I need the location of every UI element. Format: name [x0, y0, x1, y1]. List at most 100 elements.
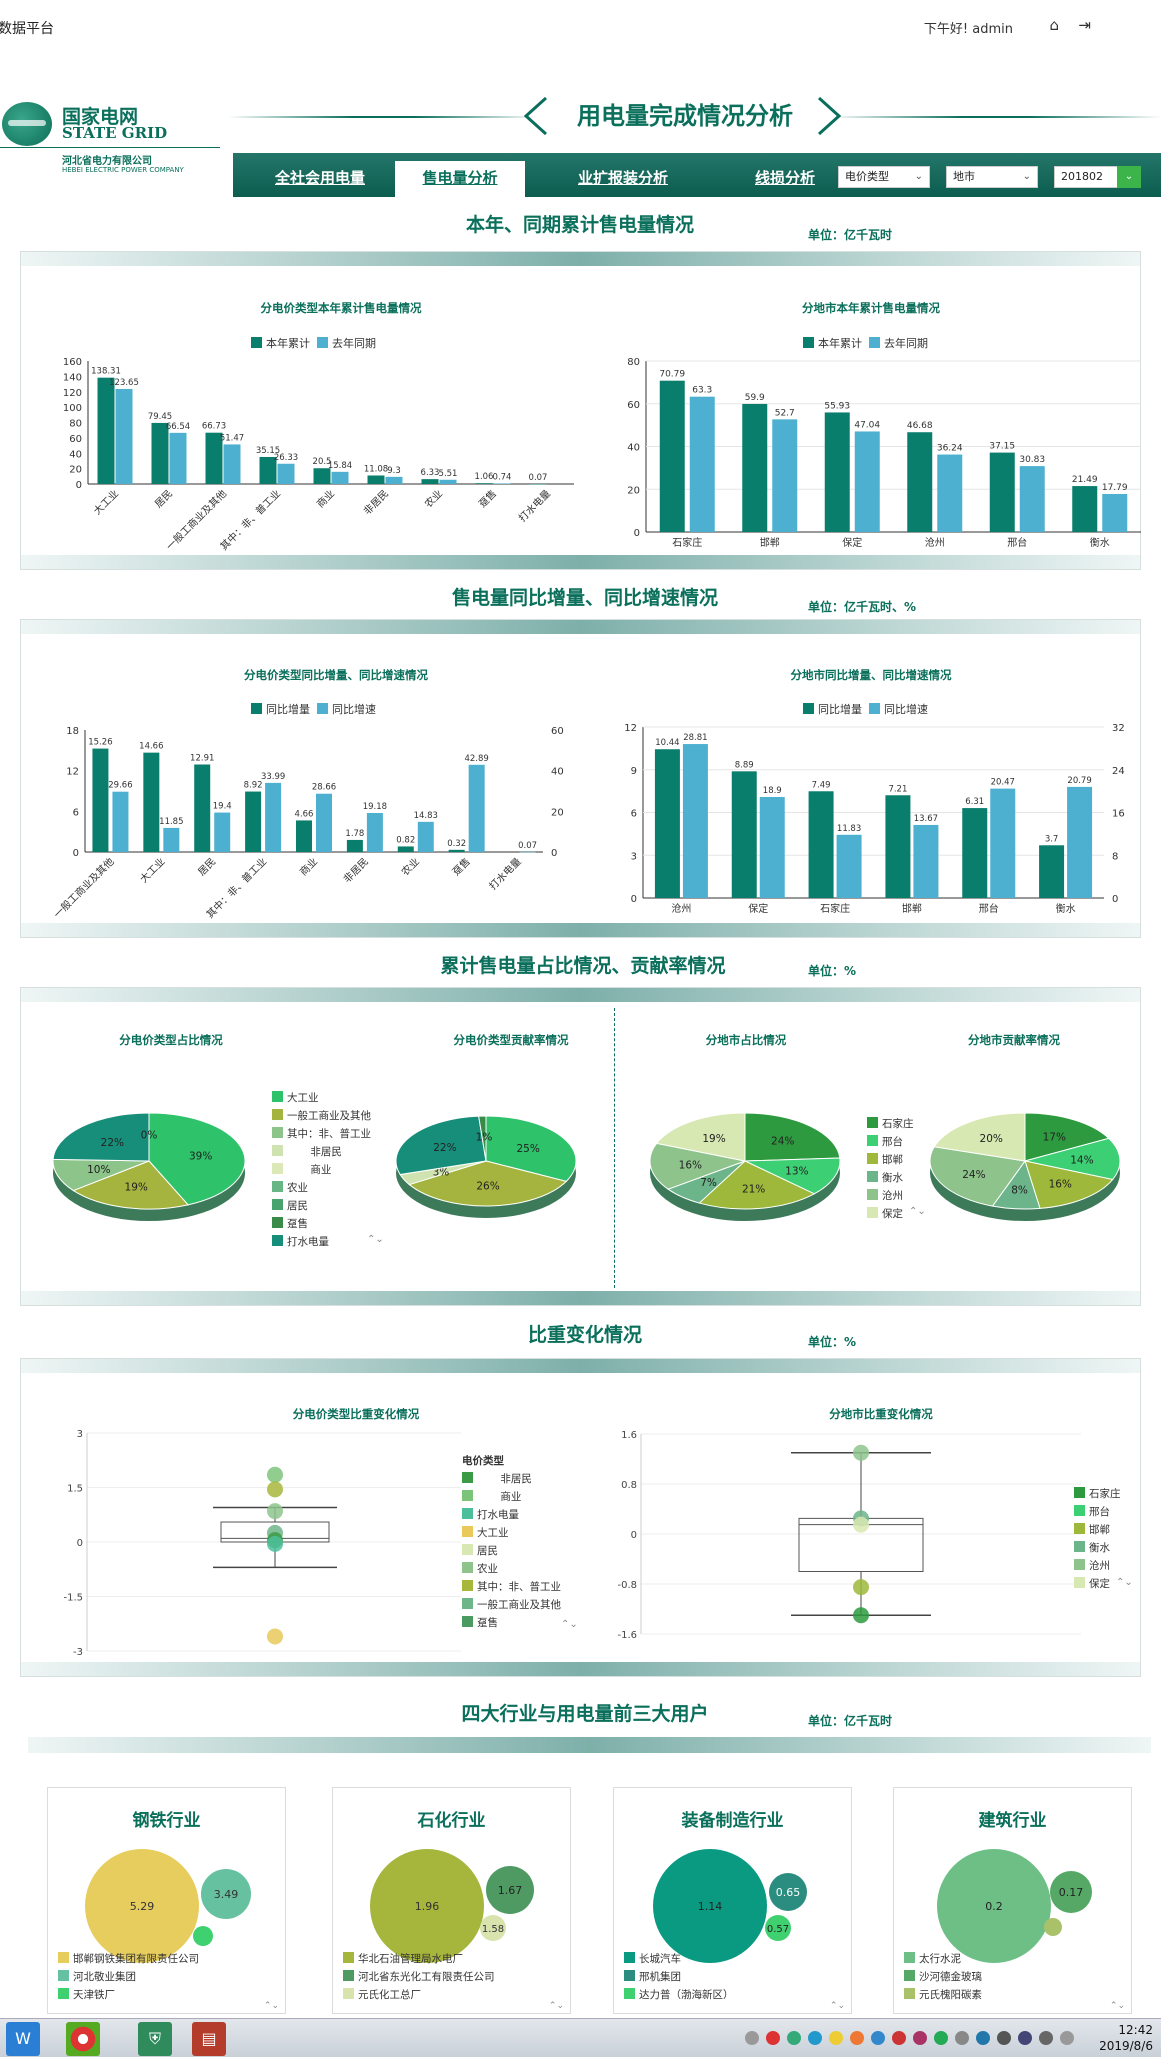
legend-scroll-icon[interactable]: ⌃⌄: [263, 2001, 279, 2011]
section-title-2: 售电量同比增量、同比增速情况: [451, 587, 718, 609]
bar: [808, 791, 834, 898]
legend: 同比增量 同比增速: [803, 701, 928, 717]
bar: [151, 422, 169, 484]
start-app-icon[interactable]: W: [6, 2022, 40, 2056]
data-label: 33.99: [261, 772, 285, 782]
bar: [990, 788, 1016, 898]
pie-label: 10%: [87, 1164, 110, 1176]
pie-slice: [1024, 1160, 1114, 1209]
volume-icon[interactable]: [1039, 2031, 1053, 2045]
tab-society[interactable]: 全社会用电量: [274, 169, 365, 187]
x-tick-label: 衡水: [1056, 903, 1076, 915]
bar: [331, 471, 349, 484]
bar: [824, 412, 850, 532]
bar: [493, 483, 511, 484]
bar: [163, 827, 180, 852]
y-tick-label: 0: [73, 848, 79, 859]
browser-icon[interactable]: [66, 2022, 100, 2056]
y-tick-label: -0.8: [617, 1580, 637, 1591]
y-tick-label: 1.6: [621, 1430, 637, 1441]
data-label: 1.78: [345, 829, 364, 839]
price-type-select[interactable]: 电价类型 ⌄: [838, 166, 930, 188]
industry-card-steel: 钢铁行业 5.29 3.49 邯郸钢铁集团有限责任公司 河北敬业集团 天津铁厂 …: [47, 1787, 286, 2014]
bar: [205, 432, 223, 484]
city-select[interactable]: 地市 ⌄: [946, 166, 1038, 188]
y-tick-label: 20: [627, 485, 640, 496]
y-tick-label: 0: [631, 1530, 637, 1541]
bubble-value: 3.49: [214, 1888, 239, 1901]
title-bracket-left: [523, 96, 548, 136]
pie-slice: [478, 1115, 487, 1162]
tab-lineloss[interactable]: 线损分析: [754, 169, 815, 187]
bar: [115, 388, 133, 484]
bubble-value: 0.65: [776, 1886, 801, 1899]
home-icon[interactable]: ⌂: [1049, 16, 1059, 34]
data-label: 11.85: [159, 817, 183, 827]
period-input[interactable]: 201802: [1054, 166, 1118, 188]
x-tick-label: 非居民: [341, 856, 371, 886]
legend-scroll-icon[interactable]: ⌃⌄: [548, 2001, 564, 2011]
pie-slice: [72, 1160, 189, 1210]
legend-scroll-icon[interactable]: ⌃⌄: [1116, 1577, 1133, 1588]
bar: [1019, 466, 1045, 532]
legend-scroll-icon[interactable]: ⌃⌄: [367, 1234, 384, 1245]
bubble-value: 0.57: [767, 1924, 789, 1935]
data-label: 66.54: [166, 422, 190, 432]
bar: [367, 475, 385, 484]
industry-card-petrochem: 石化行业 1.96 1.67 1.58 华北石油管理局水电厂 河北省东光化工有限…: [332, 1787, 571, 2014]
pie-label: 1%: [476, 1131, 493, 1143]
chart-city-growth: 0 3 6 9 12 0 8 16 24 32 10.44 28.81 沧州 8.89 18.9 保定 7.49…: [624, 723, 1124, 915]
tab-business[interactable]: 业扩报装分析: [577, 169, 668, 187]
section-unit-3: 单位：%: [808, 964, 857, 978]
y-tick-label: 0: [631, 894, 637, 905]
pie-slice: [52, 1158, 150, 1192]
data-label: 37.15: [989, 442, 1015, 452]
logo-sub-en: HEBEI ELECTRIC POWER COMPANY: [62, 166, 184, 174]
tray-icon: [871, 2031, 885, 2045]
tab-sales[interactable]: 售电量分析: [395, 161, 525, 197]
legend-scroll-icon[interactable]: ⌃⌄: [909, 1206, 926, 1217]
data-label: 63.3: [692, 386, 712, 396]
security-app-icon[interactable]: ⛨: [138, 2022, 172, 2056]
bar: [1072, 486, 1098, 532]
y-tick-label: -1.6: [617, 1630, 637, 1641]
period-dropdown-button[interactable]: ⌄: [1117, 166, 1141, 188]
bar: [313, 468, 331, 484]
y-tick-label: 160: [63, 357, 82, 368]
network-icon[interactable]: [1060, 2031, 1074, 2045]
x-tick-label: 打水电量: [516, 487, 553, 524]
pie-slice: [929, 1146, 1026, 1207]
data-label: 20.5: [313, 457, 332, 467]
y-tick-label: 0: [76, 480, 82, 491]
state-grid-logo: 国家电网 STATE GRID 河北省电力有限公司 HEBEI ELECTRIC…: [0, 100, 225, 180]
bar: [742, 403, 768, 532]
data-label: 19.18: [363, 802, 387, 812]
legend-scroll-icon[interactable]: ⌃⌄: [829, 2001, 845, 2011]
legend-scroll-icon[interactable]: ⌃⌄: [561, 1619, 578, 1630]
logout-icon[interactable]: ⇥: [1078, 16, 1091, 34]
data-label: 1.06: [475, 472, 494, 482]
bar: [1102, 493, 1128, 532]
archive-app-icon[interactable]: ▤: [192, 2022, 226, 2056]
data-label: 15.84: [328, 461, 352, 471]
bar: [913, 824, 939, 898]
legend-scroll-icon[interactable]: ⌃⌄: [1109, 2001, 1125, 2011]
data-label: 17.79: [1102, 483, 1128, 493]
x-tick-label: 农业: [422, 487, 445, 510]
bar: [448, 849, 465, 852]
x-tick-label: 石家庄: [820, 902, 850, 915]
user-label: 河北敬业集团: [73, 1971, 136, 1983]
data-point: [267, 1628, 283, 1645]
title-deco-right: [830, 116, 1161, 118]
y-tick-label: 1.5: [67, 1484, 83, 1495]
tray-icon: [892, 2031, 906, 2045]
data-label: 19.4: [213, 802, 232, 812]
bar: [937, 454, 963, 532]
y2-tick-label: 40: [551, 767, 564, 778]
pie-label: 25%: [517, 1143, 540, 1155]
data-point: [267, 1535, 283, 1552]
y2-tick-label: 0: [1112, 894, 1118, 905]
y-tick-label: -3: [73, 1647, 83, 1658]
x-tick-label: 邢台: [1007, 536, 1027, 549]
